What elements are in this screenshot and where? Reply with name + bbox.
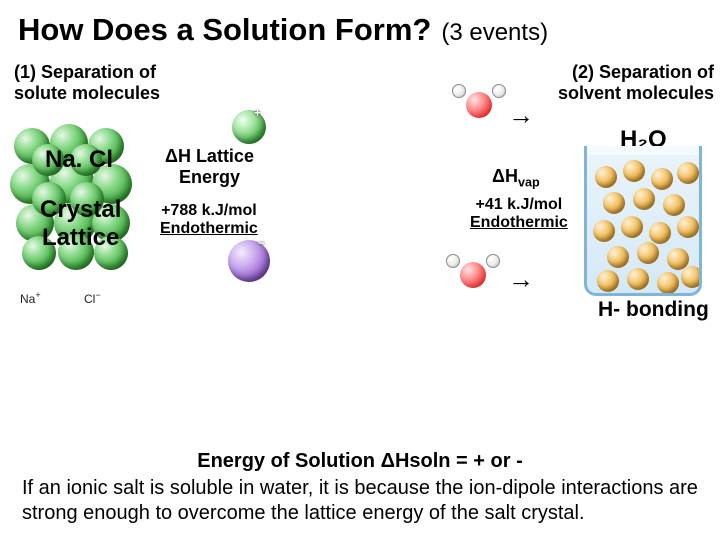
water-molecule-icon bbox=[444, 254, 502, 294]
dhlat-val: +788 k.J/mol bbox=[161, 202, 257, 219]
solvent-bead-icon bbox=[633, 188, 655, 210]
dhlat-l2: Energy bbox=[179, 167, 240, 187]
solvent-bead-icon bbox=[621, 216, 643, 238]
solvent-bead-icon bbox=[649, 222, 671, 244]
solvent-bead-icon bbox=[651, 168, 673, 190]
water-molecule-icon bbox=[450, 84, 508, 124]
solvent-bead-icon bbox=[595, 166, 617, 188]
beaker-graphic bbox=[584, 146, 702, 296]
solvent-bead-icon bbox=[627, 268, 649, 290]
solvent-bead-icon bbox=[677, 162, 699, 184]
event2-line1: (2) Separation of bbox=[572, 62, 714, 82]
event2-line2: solvent molecules bbox=[558, 83, 714, 103]
crystal-l2: Lattice bbox=[42, 224, 119, 251]
h-bonding-label: H- bonding bbox=[598, 298, 709, 322]
event1-line1: (1) Separation of bbox=[14, 62, 156, 82]
solvent-bead-icon bbox=[603, 192, 625, 214]
hydrogen-atom-icon bbox=[486, 254, 500, 268]
solvent-bead-icon bbox=[593, 220, 615, 242]
explanation-body: If an ionic salt is soluble in water, it… bbox=[22, 476, 698, 526]
solvent-bead-icon bbox=[607, 246, 629, 268]
solvent-bead-icon bbox=[597, 270, 619, 292]
solvent-bead-icon bbox=[623, 160, 645, 182]
slide-title: How Does a Solution Form? (3 events) bbox=[0, 0, 720, 54]
diagram-area: (1) Separation of solute molecules (2) S… bbox=[0, 54, 720, 344]
dhvap-endo: Endothermic bbox=[470, 214, 568, 231]
bottom-text: Energy of Solution ΔHsoln = + or - If an… bbox=[0, 449, 720, 526]
dhlat-endo: Endothermic bbox=[160, 220, 258, 237]
event1-line2: solute molecules bbox=[14, 83, 160, 103]
solvent-bead-icon bbox=[663, 194, 685, 216]
cl-charge: − bbox=[258, 236, 265, 250]
arrow-icon: → bbox=[508, 100, 534, 131]
cl-legend: Cl− bbox=[84, 290, 101, 306]
solvent-bead-icon bbox=[657, 272, 679, 294]
event1-heading: (1) Separation of solute molecules bbox=[14, 62, 160, 103]
hydrogen-atom-icon bbox=[492, 84, 506, 98]
dh-vap-value: +41 k.J/mol Endothermic bbox=[470, 196, 568, 233]
nacl-label: Na. Cl bbox=[45, 146, 113, 174]
energy-of-solution-heading: Energy of Solution ΔHsoln = + or - bbox=[22, 449, 698, 474]
title-sub: (3 events) bbox=[441, 19, 548, 47]
oxygen-atom-icon bbox=[466, 92, 492, 118]
solvent-bead-icon bbox=[681, 266, 702, 288]
solvent-bead-icon bbox=[677, 216, 699, 238]
dh-vap-label: ΔHvap bbox=[492, 166, 540, 190]
crystal-lattice-label: Crystal Lattice bbox=[40, 196, 121, 251]
event2-heading: (2) Separation of solvent molecules bbox=[558, 62, 714, 103]
title-main: How Does a Solution Form? bbox=[18, 12, 431, 48]
na-charge: + bbox=[254, 106, 261, 120]
dhlat-l1: ΔH Lattice bbox=[165, 146, 254, 166]
sodium-ion-icon: + bbox=[232, 110, 266, 144]
arrow-icon: → bbox=[508, 264, 534, 295]
dh-lattice-label: ΔH Lattice Energy bbox=[165, 146, 254, 187]
solvent-bead-icon bbox=[637, 242, 659, 264]
dh-lattice-value: +788 k.J/mol Endothermic bbox=[160, 202, 258, 239]
chloride-ion-icon: − bbox=[228, 240, 270, 282]
crystal-l1: Crystal bbox=[40, 196, 121, 223]
hydrogen-atom-icon bbox=[446, 254, 460, 268]
dhvap-val: +41 k.J/mol bbox=[476, 196, 563, 213]
oxygen-atom-icon bbox=[460, 262, 486, 288]
na-legend: Na+ bbox=[20, 290, 41, 306]
hydrogen-atom-icon bbox=[452, 84, 466, 98]
